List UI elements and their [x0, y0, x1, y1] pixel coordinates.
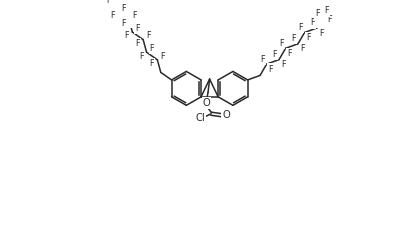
Text: F: F: [291, 34, 296, 43]
Text: F: F: [119, 0, 123, 2]
Text: F: F: [316, 9, 320, 18]
Text: O: O: [203, 98, 210, 108]
Text: F: F: [324, 6, 329, 16]
Text: F: F: [135, 39, 140, 48]
Text: F: F: [161, 51, 165, 60]
Text: F: F: [279, 39, 284, 48]
Text: F: F: [135, 24, 140, 33]
Text: F: F: [110, 11, 115, 20]
Text: F: F: [311, 18, 315, 27]
Text: F: F: [150, 59, 154, 68]
Text: F: F: [121, 19, 126, 28]
Text: F: F: [260, 55, 265, 63]
Text: F: F: [150, 44, 154, 53]
Text: F: F: [273, 50, 277, 59]
Text: F: F: [132, 11, 137, 20]
Text: F: F: [327, 15, 331, 25]
Text: F: F: [288, 49, 292, 58]
Text: F: F: [281, 60, 285, 69]
Text: F: F: [106, 0, 111, 5]
Text: F: F: [146, 31, 151, 40]
Text: F: F: [125, 31, 129, 40]
Text: F: F: [300, 44, 305, 53]
Text: F: F: [268, 65, 273, 74]
Text: F: F: [306, 33, 311, 42]
Text: F: F: [298, 23, 303, 32]
Text: F: F: [319, 29, 324, 38]
Text: Cl: Cl: [196, 113, 205, 122]
Text: F: F: [139, 51, 143, 60]
Text: O: O: [222, 110, 230, 120]
Text: F: F: [121, 4, 126, 13]
